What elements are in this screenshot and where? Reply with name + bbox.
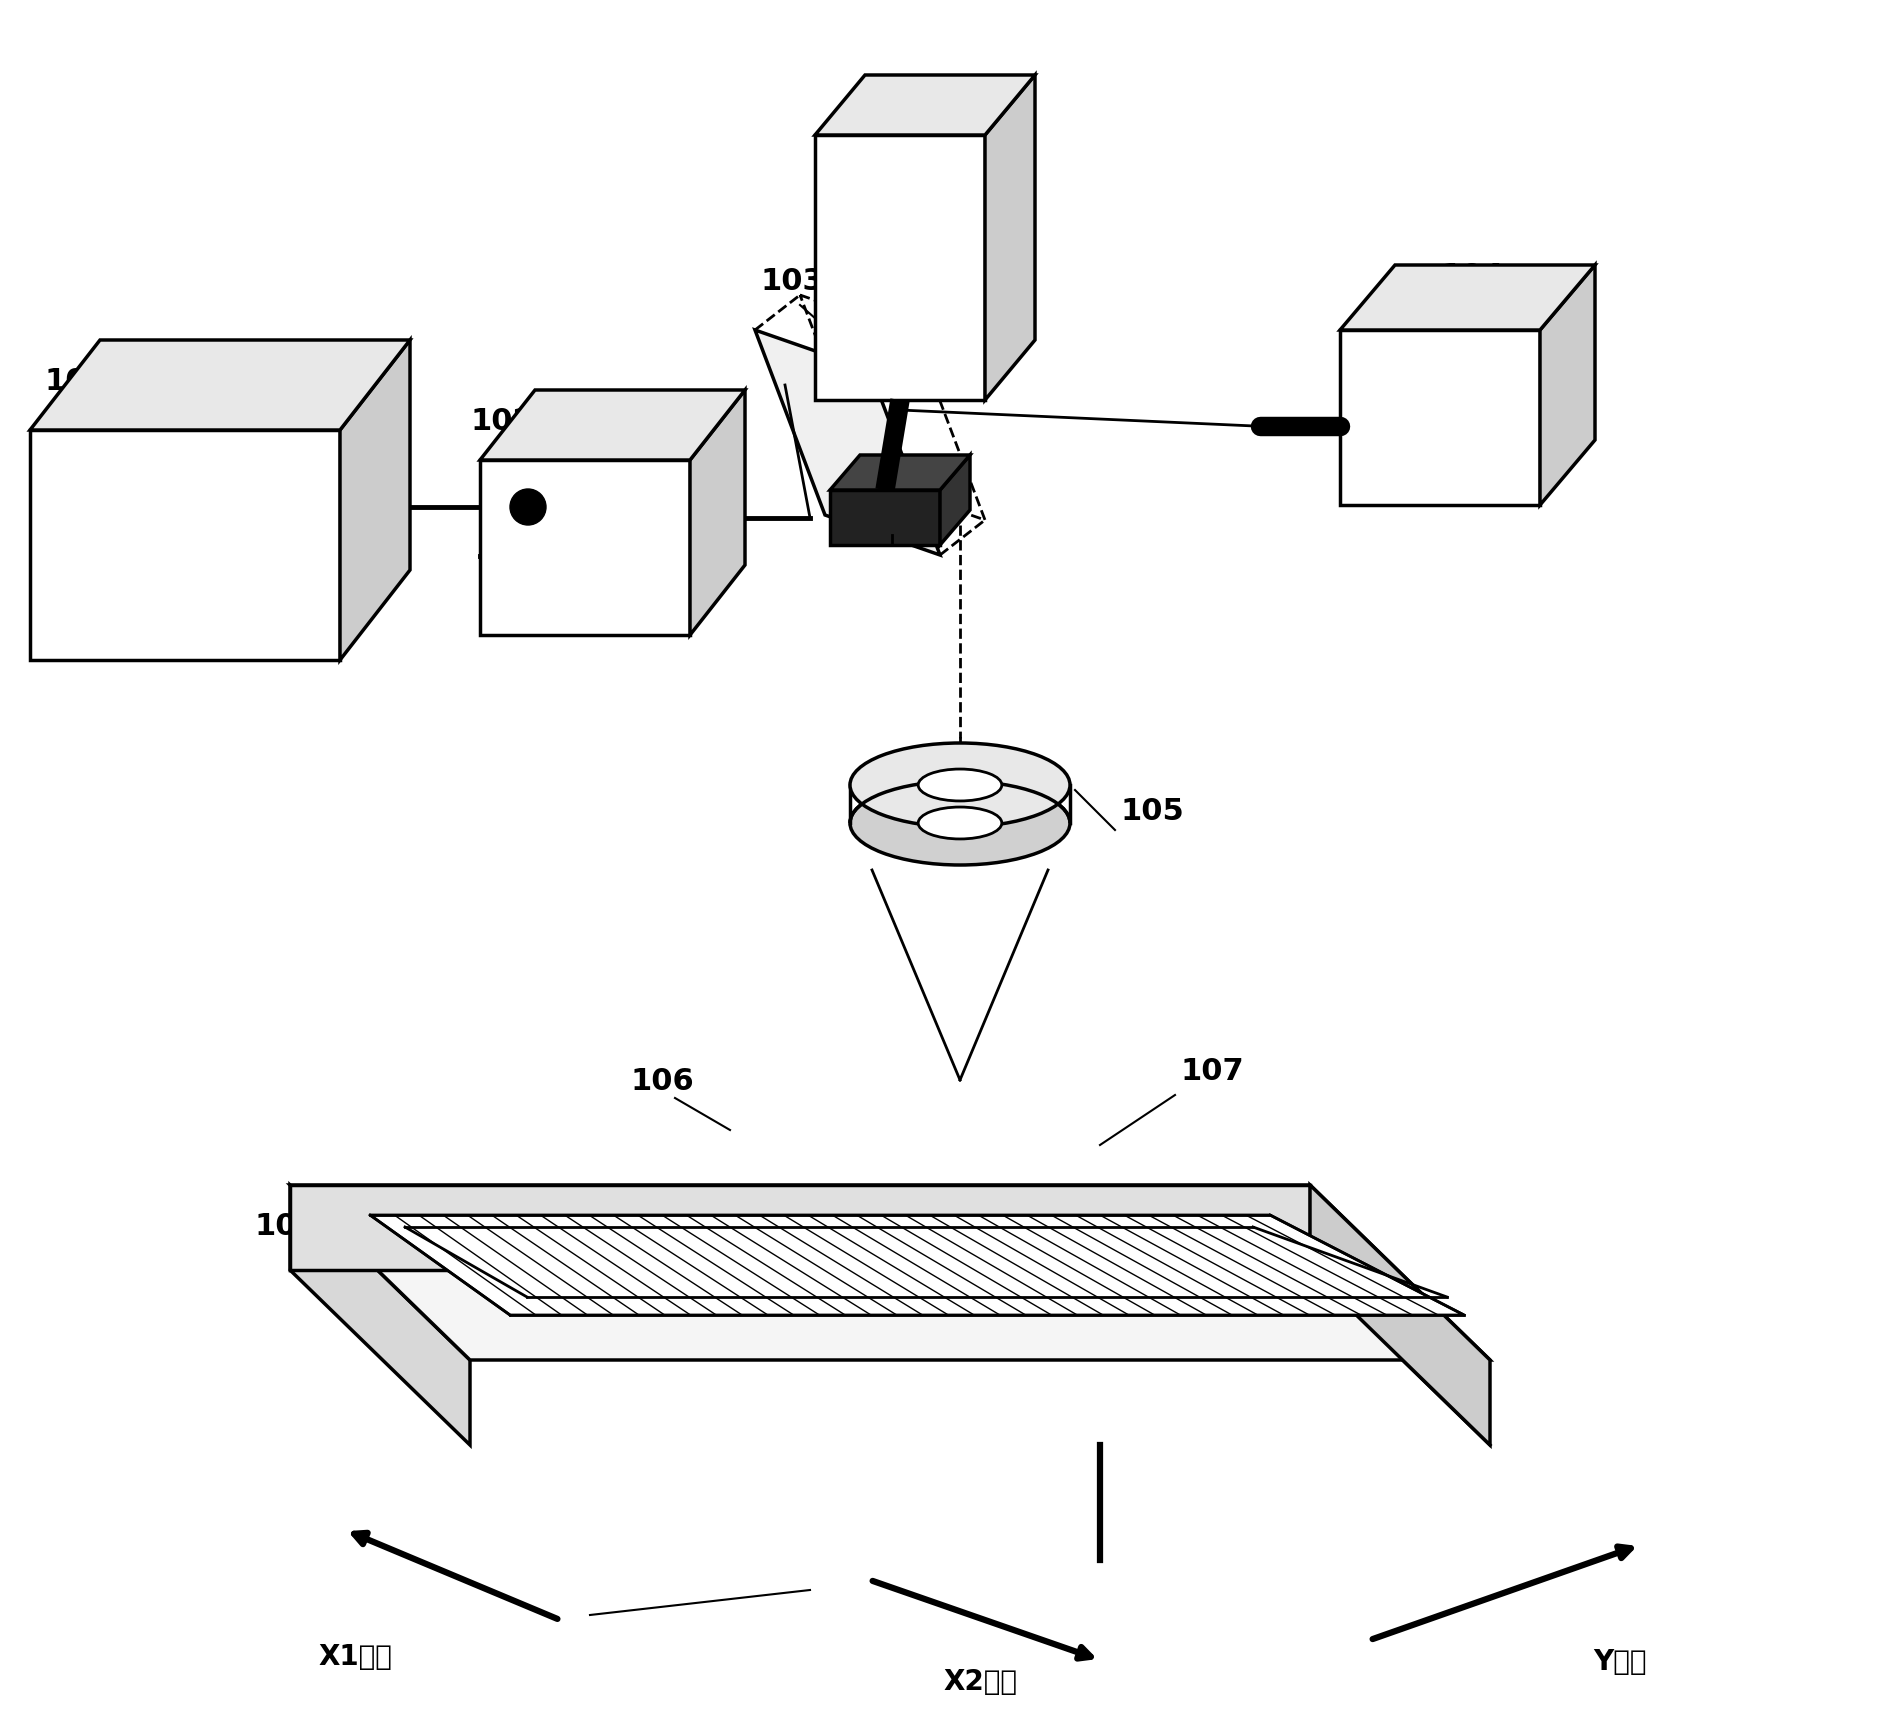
Text: X2方向: X2方向 [942,1667,1018,1697]
Polygon shape [831,490,940,545]
Polygon shape [1541,266,1595,506]
Text: X1方向: X1方向 [317,1643,393,1671]
Text: 104: 104 [1441,262,1503,292]
Polygon shape [370,1215,1463,1315]
Polygon shape [816,74,1035,135]
Polygon shape [986,74,1035,400]
Polygon shape [755,330,940,556]
Polygon shape [30,340,410,430]
Ellipse shape [918,770,1003,801]
Polygon shape [940,456,970,545]
Text: 108: 108 [255,1212,319,1241]
Polygon shape [30,430,340,659]
Circle shape [510,488,546,525]
Text: 101: 101 [45,368,110,395]
Text: 102: 102 [470,407,534,437]
Text: 107: 107 [1180,1056,1244,1086]
Polygon shape [1340,266,1595,330]
Polygon shape [1340,330,1541,506]
Text: 105: 105 [1120,797,1184,827]
Polygon shape [1310,1186,1490,1445]
Polygon shape [816,135,986,400]
Text: 106: 106 [631,1067,693,1096]
Ellipse shape [850,780,1070,865]
Polygon shape [291,1186,470,1445]
Ellipse shape [850,742,1070,827]
Text: 103: 103 [761,268,823,295]
Polygon shape [480,461,689,635]
Polygon shape [689,390,746,635]
Polygon shape [340,340,410,659]
Polygon shape [831,456,970,490]
Text: Y方向: Y方向 [1593,1648,1646,1676]
Ellipse shape [918,808,1003,839]
Polygon shape [291,1186,1490,1360]
Polygon shape [480,390,746,461]
Polygon shape [291,1186,1310,1270]
